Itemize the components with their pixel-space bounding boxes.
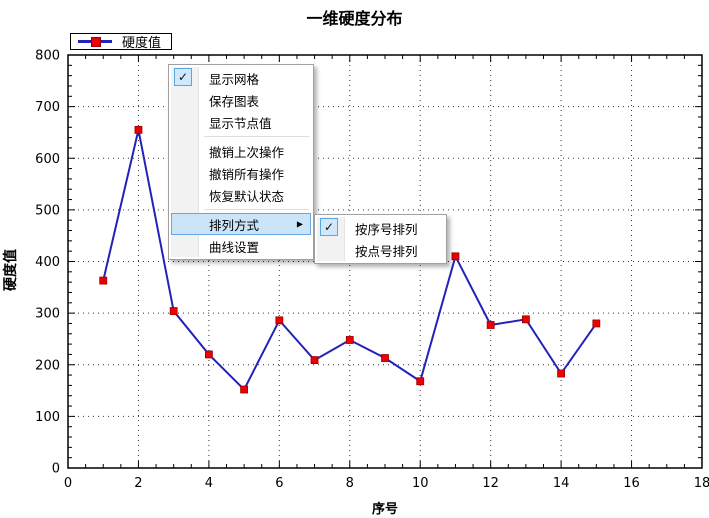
- y-tick-label: 500: [35, 203, 60, 218]
- data-point-marker[interactable]: [134, 125, 143, 134]
- x-tick-label: 6: [275, 476, 283, 491]
- menu-item-label: 按序号排列: [355, 221, 418, 237]
- legend-label: 硬度值: [122, 36, 162, 51]
- x-tick-label: 14: [553, 476, 570, 491]
- menu-item-show-node-values[interactable]: 显示节点值: [171, 111, 311, 133]
- menu-item-restore-default[interactable]: 恢复默认状态: [171, 184, 311, 206]
- menu-item-label: 恢复默认状态: [209, 188, 285, 204]
- chart-title: 一维硬度分布: [306, 9, 403, 28]
- data-point-marker[interactable]: [521, 315, 530, 324]
- menu-separator: [171, 133, 311, 140]
- menu-item-label: 保存图表: [209, 93, 260, 109]
- menu-item-save-chart[interactable]: 保存图表: [171, 89, 311, 111]
- submenu-item-sort-by-point[interactable]: 按点号排列: [317, 239, 444, 261]
- submenu-item-sort-by-index[interactable]: ✓ 按序号排列: [317, 217, 444, 239]
- checkmark-icon: ✓: [174, 68, 192, 86]
- data-point-marker[interactable]: [99, 276, 108, 285]
- x-tick-label: 4: [205, 476, 213, 491]
- x-tick-label: 16: [623, 476, 640, 491]
- checkmark-icon: ✓: [320, 218, 338, 236]
- menu-item-curve-settings[interactable]: 曲线设置: [171, 235, 311, 257]
- menu-item-label: 按点号排列: [355, 243, 418, 259]
- y-tick-label: 100: [35, 410, 60, 425]
- legend-line-icon: [78, 37, 112, 47]
- y-axis-title: 硬度值: [3, 249, 19, 291]
- menu-item-label: 撤销所有操作: [209, 166, 285, 182]
- y-tick-label: 600: [35, 152, 60, 167]
- data-point-marker[interactable]: [451, 252, 460, 261]
- menu-item-sort-mode[interactable]: 排列方式 ▶: [171, 213, 311, 235]
- data-point-marker[interactable]: [486, 321, 495, 329]
- y-tick-label: 700: [35, 100, 60, 115]
- x-tick-label: 8: [346, 476, 354, 491]
- legend-marker-icon: [91, 37, 101, 47]
- y-tick-label: 300: [35, 307, 60, 322]
- menu-item-label: 排列方式: [209, 217, 260, 233]
- data-point-marker[interactable]: [310, 356, 319, 365]
- x-tick-label: 0: [64, 476, 72, 491]
- submenu-arrow-icon: ▶: [296, 219, 303, 229]
- x-tick-label: 12: [482, 476, 499, 491]
- menu-item-show-grid[interactable]: ✓ 显示网格: [171, 67, 311, 89]
- x-tick-label: 10: [412, 476, 429, 491]
- data-point-marker[interactable]: [345, 336, 354, 344]
- context-submenu: ✓ 按序号排列 按点号排列: [314, 214, 447, 264]
- data-point-marker[interactable]: [381, 354, 389, 362]
- data-point-marker[interactable]: [169, 307, 178, 315]
- menu-item-undo-last[interactable]: 撤销上次操作: [171, 140, 311, 162]
- y-tick-label: 0: [52, 462, 60, 477]
- y-tick-label: 800: [35, 49, 60, 64]
- data-point-marker[interactable]: [592, 319, 601, 328]
- data-point-marker[interactable]: [275, 316, 284, 325]
- menu-item-label: 显示网格: [209, 71, 260, 87]
- menu-item-label: 显示节点值: [209, 115, 272, 131]
- menu-separator: [171, 206, 311, 213]
- data-point-marker[interactable]: [204, 350, 213, 359]
- context-menu: ✓ 显示网格 保存图表 显示节点值 撤销上次操作 撤销所有操作 恢复默认状态 排…: [168, 64, 314, 260]
- menu-item-label: 撤销上次操作: [209, 144, 285, 160]
- data-point-marker[interactable]: [557, 369, 566, 378]
- data-point-marker[interactable]: [240, 385, 249, 394]
- y-tick-label: 200: [35, 358, 60, 373]
- menu-item-undo-all[interactable]: 撤销所有操作: [171, 162, 311, 184]
- legend[interactable]: 硬度值: [70, 33, 173, 51]
- x-tick-label: 2: [134, 476, 142, 491]
- x-tick-label: 18: [694, 476, 709, 491]
- menu-item-label: 曲线设置: [209, 239, 260, 255]
- data-point-marker[interactable]: [416, 377, 425, 386]
- y-tick-label: 400: [35, 255, 60, 270]
- x-axis-title: 序号: [371, 502, 398, 517]
